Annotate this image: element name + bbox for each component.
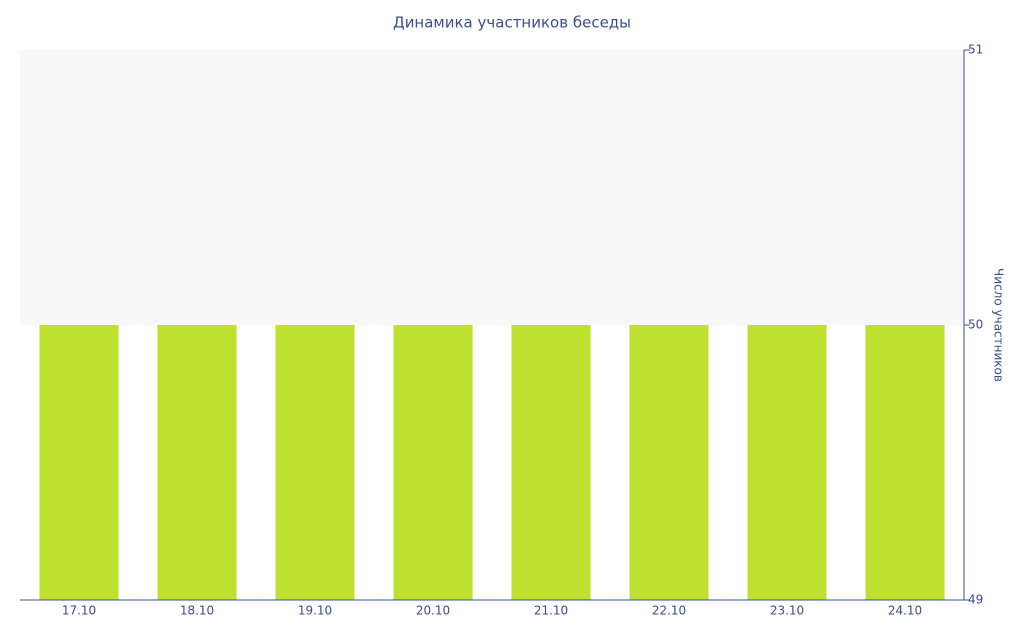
bar <box>747 325 827 600</box>
chart-title: Динамика участников беседы <box>393 14 631 32</box>
bar <box>629 325 709 600</box>
bar <box>393 325 473 600</box>
bar <box>39 325 119 600</box>
x-tick-label: 24.10 <box>888 604 922 618</box>
bar <box>865 325 945 600</box>
bar <box>275 325 355 600</box>
x-tick-label: 21.10 <box>534 604 568 618</box>
y-tick-label: 50 <box>968 318 983 332</box>
x-tick-label: 20.10 <box>416 604 450 618</box>
bar <box>511 325 591 600</box>
x-tick-label: 19.10 <box>298 604 332 618</box>
y-axis-label: Число участников <box>992 268 1006 382</box>
x-tick-label: 22.10 <box>652 604 686 618</box>
x-tick-label: 18.10 <box>180 604 214 618</box>
grid-band <box>20 50 964 325</box>
x-tick-label: 17.10 <box>62 604 96 618</box>
y-tick-label: 51 <box>968 43 983 57</box>
x-tick-label: 23.10 <box>770 604 804 618</box>
y-tick-label: 49 <box>968 593 983 607</box>
bar <box>157 325 237 600</box>
